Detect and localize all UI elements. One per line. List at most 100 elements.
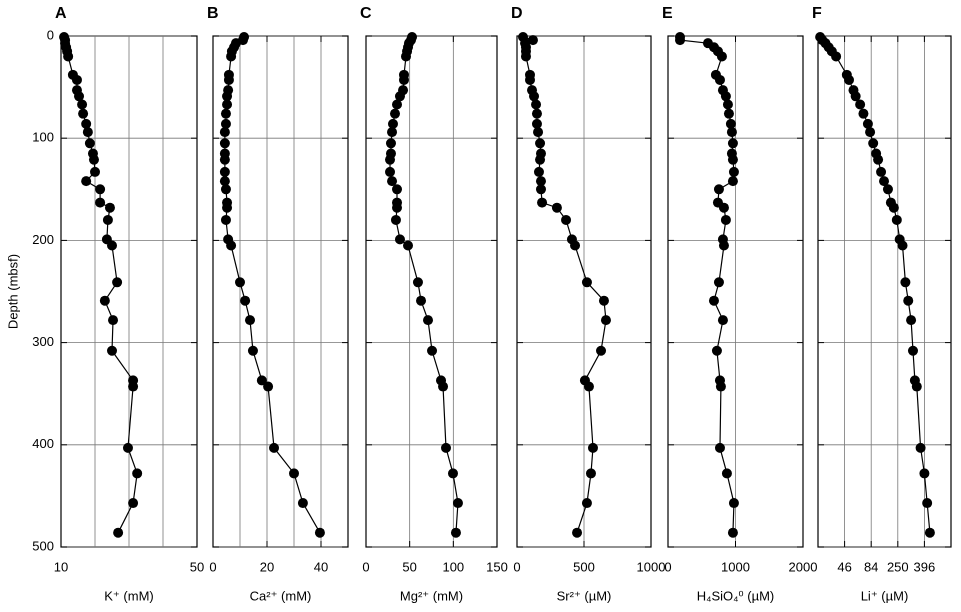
data-point	[440, 442, 451, 453]
x-tick-label: 250	[887, 559, 909, 574]
x-axis-label: H₄SiO₄⁰ (µM)	[697, 588, 774, 603]
x-tick-label: 1000	[637, 559, 666, 574]
data-point	[95, 184, 106, 195]
data-point	[122, 442, 133, 453]
data-point	[452, 498, 463, 509]
data-point	[113, 527, 124, 538]
profile-line	[819, 36, 931, 533]
data-point	[906, 315, 917, 326]
data-point	[675, 35, 686, 46]
data-point	[711, 345, 722, 356]
data-point	[81, 176, 92, 187]
data-point	[844, 74, 855, 85]
data-point	[256, 375, 267, 386]
data-point	[531, 118, 542, 129]
data-point	[831, 51, 842, 62]
x-tick-label: 50	[402, 559, 416, 574]
data-point	[438, 381, 449, 392]
data-point	[263, 381, 274, 392]
x-tick-label: 0	[209, 559, 216, 574]
panel-letter: E	[662, 5, 673, 22]
data-point	[728, 498, 739, 509]
data-point	[81, 118, 92, 129]
data-point	[398, 74, 409, 85]
x-tick-label: 500	[573, 559, 595, 574]
data-point	[533, 166, 544, 177]
data-point	[108, 315, 119, 326]
data-point	[728, 166, 739, 177]
data-point	[392, 184, 403, 195]
x-tick-label: 396	[914, 559, 936, 574]
data-point	[581, 277, 592, 288]
data-point	[450, 527, 461, 538]
data-point	[297, 498, 308, 509]
data-point	[727, 138, 738, 149]
data-point	[537, 197, 548, 208]
data-point	[95, 197, 106, 208]
data-point	[911, 381, 922, 392]
data-point	[865, 127, 876, 138]
data-point	[862, 118, 873, 129]
data-point	[722, 99, 733, 110]
x-axis-label: Ca²⁺ (mM)	[250, 588, 312, 603]
data-point	[90, 166, 100, 177]
data-point	[725, 118, 736, 129]
data-point	[219, 154, 230, 165]
data-point	[723, 108, 734, 119]
data-point	[903, 295, 914, 306]
data-point	[128, 498, 139, 509]
data-point	[71, 74, 82, 85]
data-point	[868, 138, 879, 149]
data-point	[220, 108, 231, 119]
data-point	[572, 527, 583, 538]
data-point	[107, 345, 117, 356]
data-point	[531, 99, 542, 110]
data-point	[387, 118, 398, 129]
data-point	[714, 74, 725, 85]
panel-letter: D	[511, 5, 523, 22]
data-point	[882, 184, 893, 195]
data-point	[600, 315, 611, 326]
x-axis-label: K⁺ (mM)	[104, 588, 153, 603]
data-point	[112, 277, 123, 288]
data-point	[716, 51, 727, 62]
data-point	[226, 51, 237, 62]
data-point	[596, 345, 607, 356]
profile-line	[389, 36, 459, 533]
x-tick-label: 40	[314, 559, 328, 574]
data-point	[132, 468, 143, 479]
x-tick-label: 1000	[721, 559, 750, 574]
data-point	[74, 91, 85, 102]
panel-letter: B	[207, 5, 219, 22]
data-point	[721, 468, 732, 479]
data-point	[713, 184, 724, 195]
data-point	[879, 176, 890, 187]
data-point	[715, 381, 726, 392]
x-tick-label: 46	[837, 559, 851, 574]
x-tick-label: 84	[864, 559, 878, 574]
data-point	[900, 277, 911, 288]
data-point	[226, 240, 237, 251]
data-point	[529, 91, 540, 102]
data-point	[873, 154, 884, 165]
data-point	[219, 138, 230, 149]
data-point	[531, 108, 542, 119]
x-tick-label: 0	[513, 559, 520, 574]
data-point	[858, 108, 869, 119]
data-point	[385, 154, 396, 165]
data-point	[423, 315, 434, 326]
data-point	[219, 176, 230, 187]
data-point	[720, 91, 731, 102]
x-axis-label: Mg²⁺ (mM)	[400, 588, 463, 603]
data-point	[919, 468, 930, 479]
data-point	[222, 202, 233, 213]
data-point	[727, 176, 738, 187]
data-point	[220, 184, 231, 195]
data-point	[128, 381, 139, 392]
data-point	[235, 277, 245, 288]
data-point	[535, 184, 546, 195]
data-point	[387, 127, 398, 138]
data-point	[561, 214, 572, 225]
data-point	[855, 99, 866, 110]
y-tick-label: 300	[32, 334, 54, 349]
